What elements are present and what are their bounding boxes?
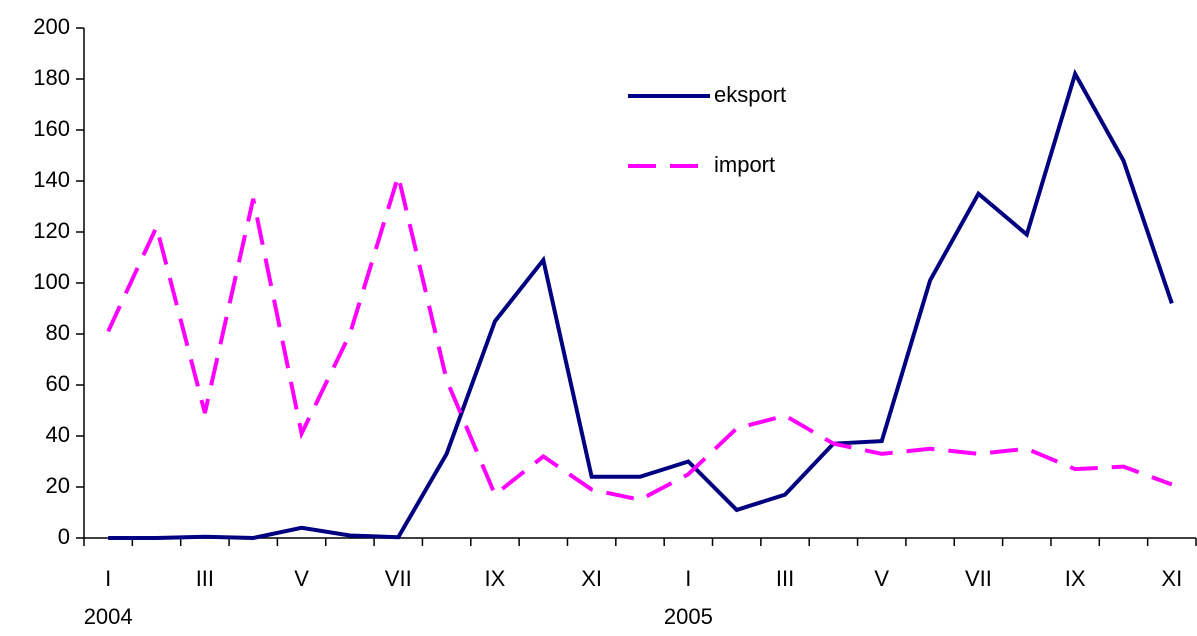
y-tick-label: 60: [46, 371, 70, 396]
year-label: 2005: [664, 604, 713, 629]
x-tick-label: IX: [485, 566, 506, 591]
year-label: 2004: [84, 604, 133, 629]
x-tick-label: III: [196, 566, 214, 591]
legend-label: eksport: [714, 82, 786, 107]
x-tick-label: XI: [1161, 566, 1182, 591]
x-tick-label: IX: [1065, 566, 1086, 591]
x-tick-label: I: [105, 566, 111, 591]
y-tick-label: 20: [46, 473, 70, 498]
series-line: [106, 168, 1173, 502]
x-tick-label: XI: [581, 566, 602, 591]
x-tick-label: V: [294, 566, 309, 591]
series-line: [108, 68, 1174, 541]
legend-label: import: [714, 152, 775, 177]
y-tick-label: 160: [33, 116, 70, 141]
y-tick-label: 80: [46, 320, 70, 345]
x-tick-label: VII: [385, 566, 412, 591]
x-tick-label: VII: [965, 566, 992, 591]
x-tick-label: V: [874, 566, 889, 591]
y-tick-label: 100: [33, 269, 70, 294]
y-tick-label: 200: [33, 14, 70, 39]
y-tick-label: 120: [33, 218, 70, 243]
y-tick-label: 0: [58, 524, 70, 549]
x-tick-label: III: [776, 566, 794, 591]
y-tick-label: 40: [46, 422, 70, 447]
x-tick-label: I: [685, 566, 691, 591]
y-tick-label: 140: [33, 167, 70, 192]
y-tick-label: 180: [33, 65, 70, 90]
